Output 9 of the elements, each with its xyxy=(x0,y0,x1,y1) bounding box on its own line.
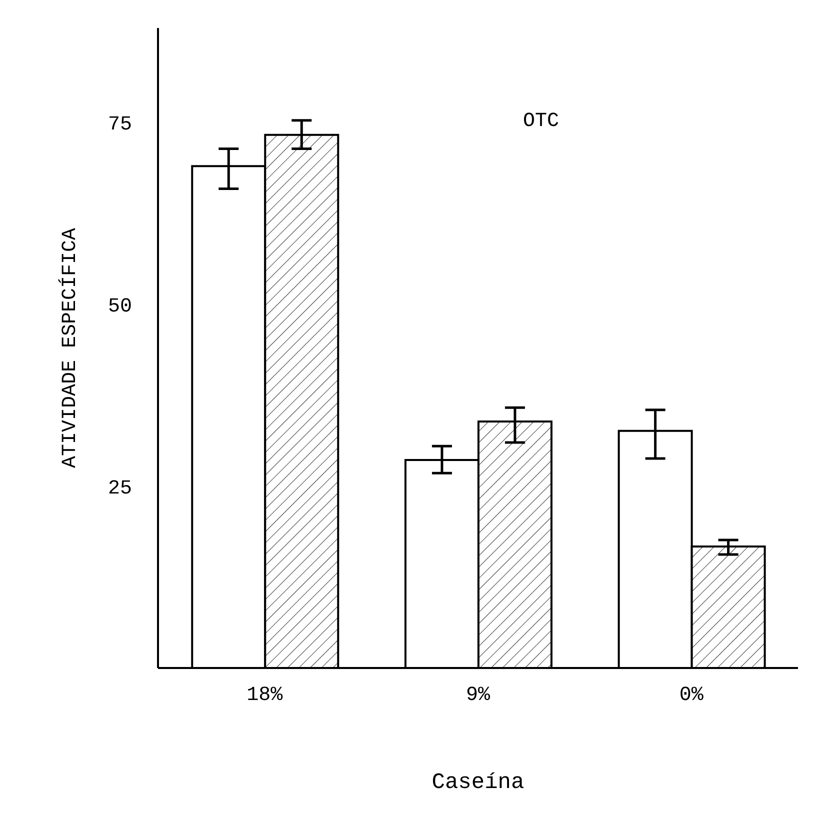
y-tick-label: 50 xyxy=(108,295,132,318)
x-tick-label: 9% xyxy=(466,684,491,708)
annotation: OTC xyxy=(523,110,560,133)
y-axis-title: ATIVIDADE ESPECÍFICA xyxy=(58,228,82,468)
x-axis-title: Caseína xyxy=(432,770,524,795)
x-tick-label: 0% xyxy=(679,684,704,708)
y-tick-label: 25 xyxy=(108,477,132,500)
y-tick-label: 75 xyxy=(108,114,132,137)
x-tick-label: 18% xyxy=(246,684,284,708)
